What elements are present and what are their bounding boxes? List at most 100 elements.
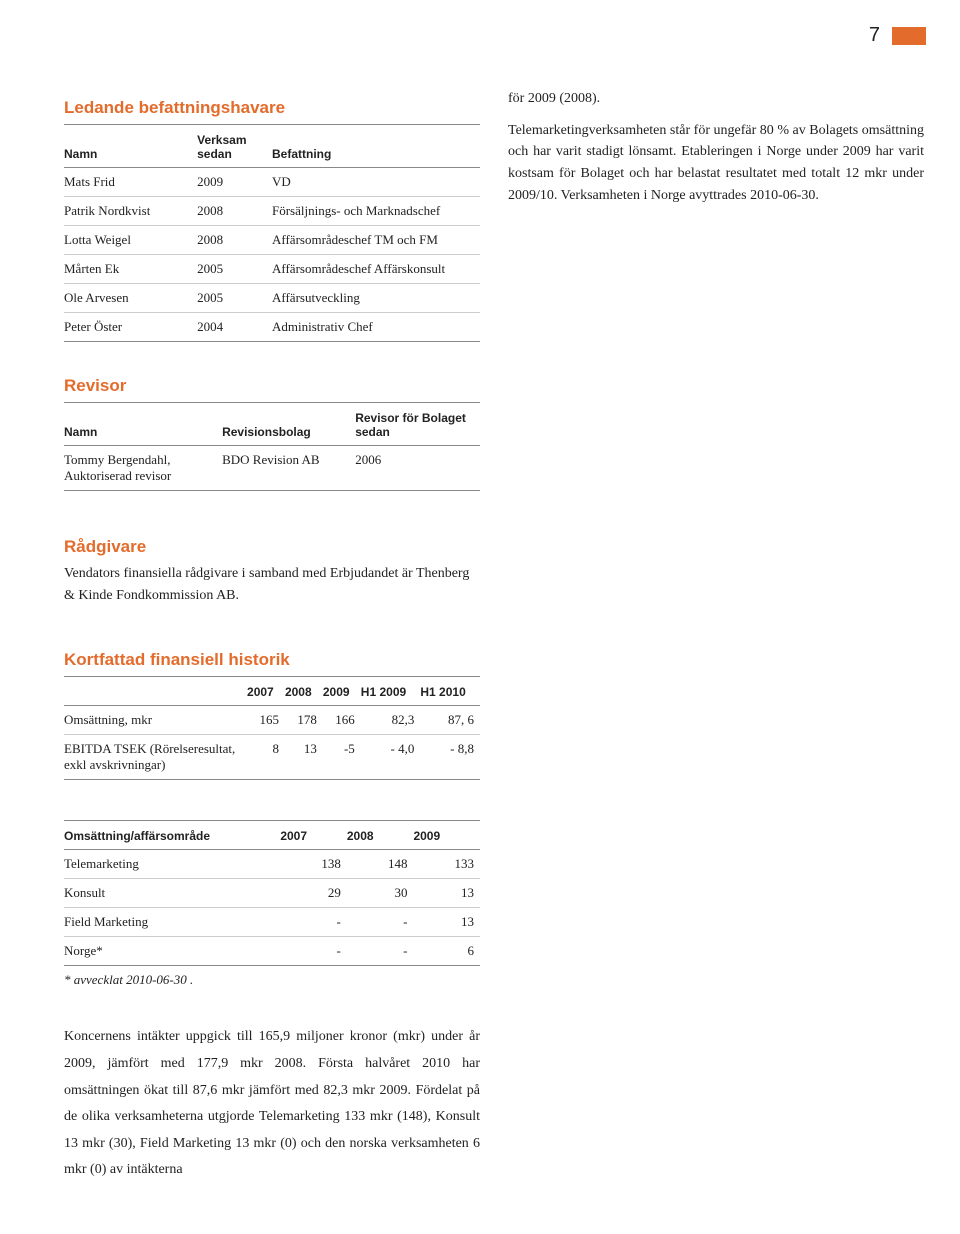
cell-bolag: BDO Revision AB [222, 446, 355, 491]
table-revisor: Namn Revisionsbolag Revisor för Bolaget … [64, 402, 480, 491]
table-befattning-wrap: Namn Verksam sedan Befattning Mats Frid … [64, 124, 480, 342]
table-row: Patrik Nordkvist 2008 Försäljnings- och … [64, 197, 480, 226]
col-header-empty [64, 677, 247, 706]
cell-befattning: Försäljnings- och Marknadschef [272, 197, 480, 226]
table-oms-affars-wrap: Omsättning/affärsområde 2007 2008 2009 T… [64, 820, 480, 966]
cell-label: Konsult [64, 879, 280, 908]
paragraph-bottom: Koncernens intäkter uppgick till 165,9 m… [64, 1024, 480, 1184]
cell-value: 30 [347, 879, 414, 908]
table-row: Tommy Bergendahl, Auktoriserad revisor B… [64, 446, 480, 491]
cell-namn: Ole Arvesen [64, 284, 197, 313]
cell-value: 13 [413, 908, 480, 937]
cell-value: 13 [413, 879, 480, 908]
cell-namn: Mats Frid [64, 168, 197, 197]
cell-sedan: 2008 [197, 197, 272, 226]
cell-sedan: 2004 [197, 313, 272, 342]
table-header-row: Namn Revisionsbolag Revisor för Bolaget … [64, 403, 480, 446]
paragraph-right-line1: för 2009 (2008). [508, 88, 924, 110]
table-row: EBITDA TSEK (Rörelseresultat, exkl avskr… [64, 735, 480, 780]
footnote-oms-affars: * avvecklat 2010-06-30 . [64, 972, 480, 988]
right-column: för 2009 (2008). Telemarketingverksamhet… [508, 88, 924, 988]
table-oms-affars: Omsättning/affärsområde 2007 2008 2009 T… [64, 820, 480, 966]
col-header-bolag: Revisionsbolag [222, 403, 355, 446]
cell-namn: Peter Öster [64, 313, 197, 342]
header-orange-tab [892, 27, 926, 45]
cell-label: Telemarketing [64, 850, 280, 879]
cell-sedan: 2008 [197, 226, 272, 255]
cell-value: -5 [323, 735, 361, 780]
cell-value: - 8,8 [420, 735, 480, 780]
cell-befattning: Affärsutveckling [272, 284, 480, 313]
bottom-paragraph-container: Koncernens intäkter uppgick till 165,9 m… [64, 1024, 480, 1184]
section-title-revisor: Revisor [64, 376, 480, 396]
cell-value: 82,3 [361, 706, 421, 735]
cell-befattning: Administrativ Chef [272, 313, 480, 342]
table-befattning: Namn Verksam sedan Befattning Mats Frid … [64, 124, 480, 342]
table-header-row: Omsättning/affärsområde 2007 2008 2009 [64, 821, 480, 850]
table-row: Peter Öster 2004 Administrativ Chef [64, 313, 480, 342]
col-header-2007: 2007 [247, 677, 285, 706]
cell-value: 165 [247, 706, 285, 735]
col-header-h1-2010: H1 2010 [420, 677, 480, 706]
col-header-2009: 2009 [413, 821, 480, 850]
col-header-namn: Namn [64, 403, 222, 446]
page-container: 7 Ledande befattningshavare Namn Verksam… [0, 0, 960, 1234]
table-header-row: Namn Verksam sedan Befattning [64, 125, 480, 168]
col-header-2008: 2008 [347, 821, 414, 850]
cell-befattning: VD [272, 168, 480, 197]
cell-value: 138 [280, 850, 347, 879]
cell-label: EBITDA TSEK (Rörelseresultat, exkl avskr… [64, 735, 247, 780]
cell-value: 29 [280, 879, 347, 908]
cell-label: Omsättning, mkr [64, 706, 247, 735]
table-row: Lotta Weigel 2008 Affärsområdeschef TM o… [64, 226, 480, 255]
cell-value: - [280, 908, 347, 937]
table-row: Telemarketing 138 148 133 [64, 850, 480, 879]
col-header-befattning: Befattning [272, 125, 480, 168]
table-row: Mats Frid 2009 VD [64, 168, 480, 197]
cell-sedan: 2005 [197, 255, 272, 284]
table-row: Mårten Ek 2005 Affärsområdeschef Affärsk… [64, 255, 480, 284]
section-title-befattning: Ledande befattningshavare [64, 98, 480, 118]
cell-sedan: 2006 [355, 446, 480, 491]
cell-value: 166 [323, 706, 361, 735]
cell-sedan: 2005 [197, 284, 272, 313]
cell-value: 87, 6 [420, 706, 480, 735]
cell-value: - [347, 908, 414, 937]
cell-sedan: 2009 [197, 168, 272, 197]
table-fin-historik-wrap: 2007 2008 2009 H1 2009 H1 2010 Omsättnin… [64, 676, 480, 780]
col-header-h1-2009: H1 2009 [361, 677, 421, 706]
col-header-verksam: Verksam sedan [197, 125, 272, 168]
table-fin-historik: 2007 2008 2009 H1 2009 H1 2010 Omsättnin… [64, 676, 480, 780]
table-revisor-wrap: Namn Revisionsbolag Revisor för Bolaget … [64, 402, 480, 491]
table-row: Ole Arvesen 2005 Affärsutveckling [64, 284, 480, 313]
section-title-fin-historik: Kortfattad finansiell historik [64, 650, 480, 670]
page-number-block: 7 [869, 24, 926, 47]
cell-value: 178 [285, 706, 323, 735]
table-row: Field Marketing - - 13 [64, 908, 480, 937]
page-number: 7 [869, 24, 880, 47]
col-header-2007: 2007 [280, 821, 347, 850]
table-row: Konsult 29 30 13 [64, 879, 480, 908]
table-row: Omsättning, mkr 165 178 166 82,3 87, 6 [64, 706, 480, 735]
col-header-namn: Namn [64, 125, 197, 168]
cell-namn: Tommy Bergendahl, Auktoriserad revisor [64, 446, 222, 491]
cell-label: Norge* [64, 937, 280, 966]
table-row: Norge* - - 6 [64, 937, 480, 966]
cell-value: - [347, 937, 414, 966]
left-column: Ledande befattningshavare Namn Verksam s… [64, 88, 480, 988]
paragraph-right-main: Telemarketingverksamheten står för ungef… [508, 120, 924, 207]
col-header-sedan: Revisor för Bolaget sedan [355, 403, 480, 446]
cell-value: - [280, 937, 347, 966]
cell-value: 6 [413, 937, 480, 966]
cell-befattning: Affärsområdeschef TM och FM [272, 226, 480, 255]
cell-value: 133 [413, 850, 480, 879]
cell-value: 13 [285, 735, 323, 780]
cell-namn: Mårten Ek [64, 255, 197, 284]
cell-namn: Lotta Weigel [64, 226, 197, 255]
cell-namn: Patrik Nordkvist [64, 197, 197, 226]
cell-label: Field Marketing [64, 908, 280, 937]
paragraph-radgivare: Vendators finansiella rådgivare i samban… [64, 563, 480, 606]
col-header-label: Omsättning/affärsområde [64, 821, 280, 850]
cell-value: - 4,0 [361, 735, 421, 780]
col-header-2009: 2009 [323, 677, 361, 706]
